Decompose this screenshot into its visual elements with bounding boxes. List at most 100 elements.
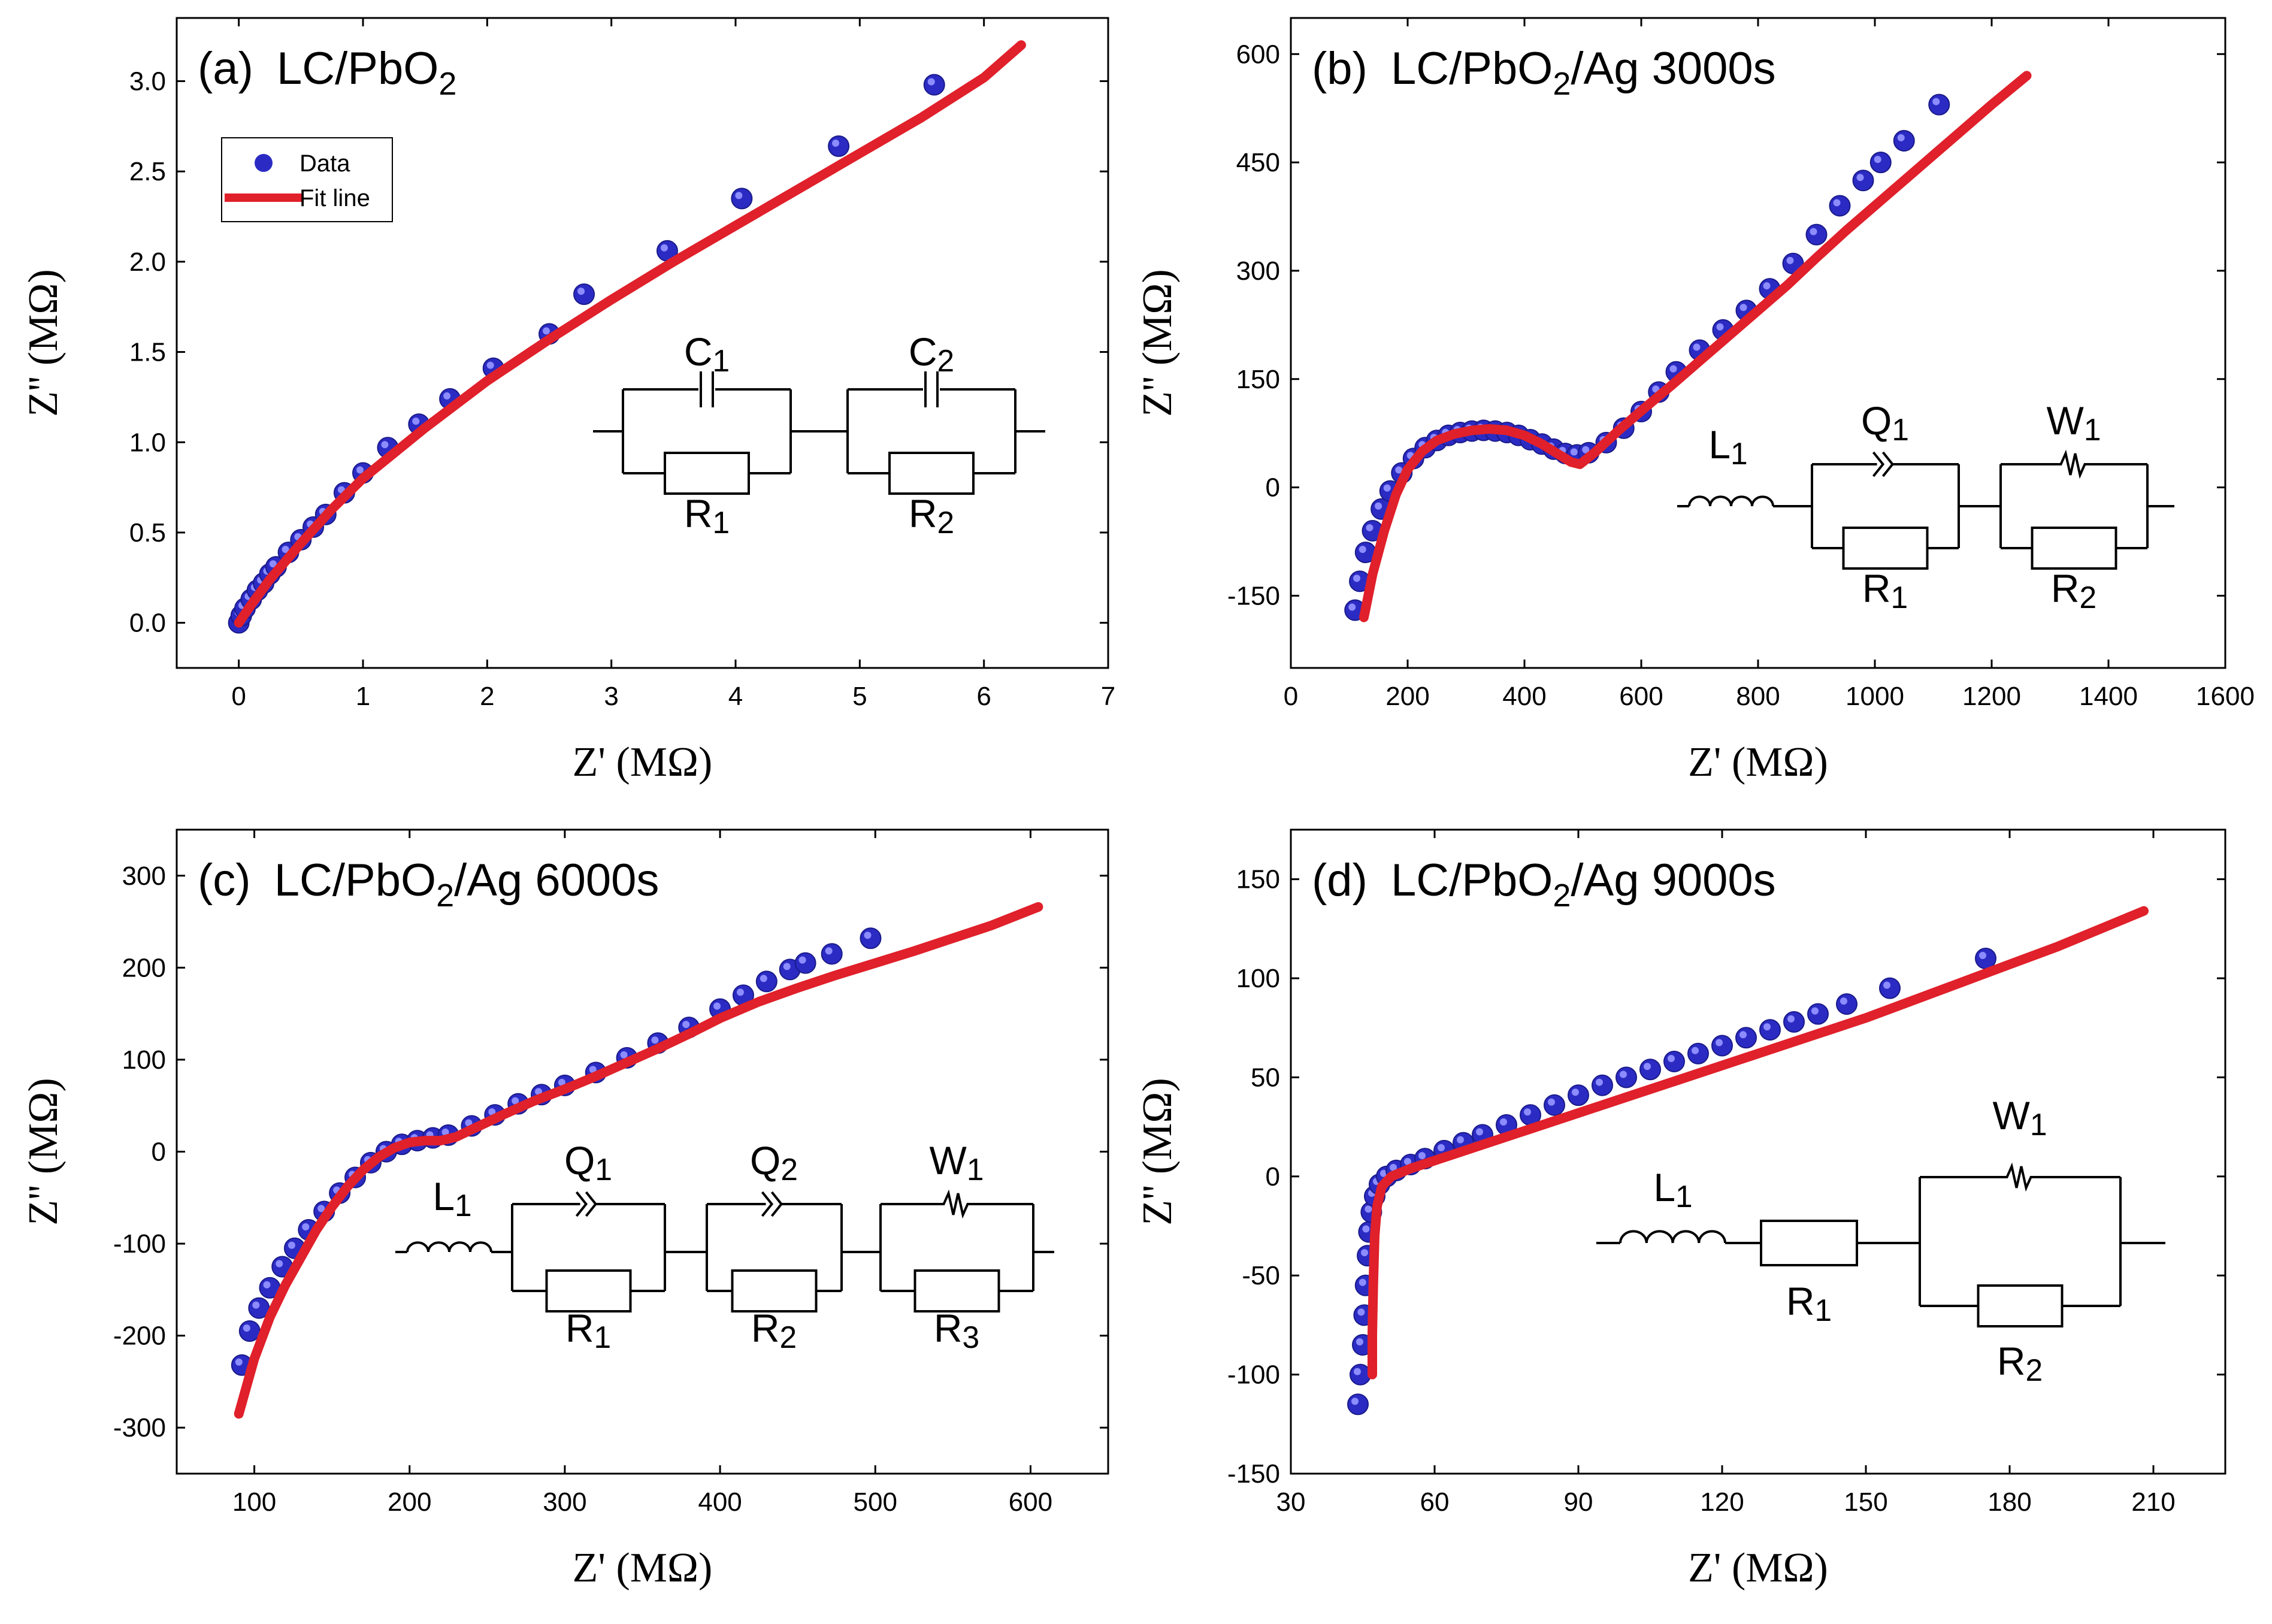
y-tick-label: -100	[1227, 1360, 1280, 1390]
label-c1: C1	[684, 329, 730, 378]
y-axis-title: Z'' (MΩ)	[1135, 269, 1181, 416]
resistor-r2	[2031, 527, 2117, 570]
y-tick-label: 200	[122, 953, 166, 982]
warburg-w1	[2056, 449, 2092, 480]
panel-title: (c) LC/PbO2/Ag 6000s	[198, 855, 659, 914]
inductor-l1	[1619, 1230, 1726, 1244]
plot-frame	[1290, 17, 2226, 669]
legend-marker-data	[255, 154, 273, 172]
x-tick-label: 30	[1276, 1487, 1306, 1517]
y-tick-label: 100	[122, 1045, 166, 1075]
legend-label-fit: Fit line	[299, 185, 370, 211]
x-tick-label: 120	[1700, 1487, 1744, 1517]
data-point	[1836, 993, 1857, 1015]
warburg-w1	[939, 1188, 975, 1220]
resistor-r1	[1760, 1220, 1858, 1266]
label-r1: R1	[684, 491, 730, 540]
fit-line	[1359, 71, 2032, 622]
data-point	[1869, 152, 1892, 174]
plot-frame	[176, 17, 1109, 669]
y-tick-label: -50	[1242, 1261, 1280, 1290]
data-point	[1928, 93, 1950, 116]
data-point	[1568, 1084, 1589, 1106]
x-tick-label: 400	[1502, 682, 1546, 711]
capacitor-c2	[923, 371, 940, 407]
x-tick-label: 90	[1564, 1487, 1593, 1517]
label-w1: W1	[1993, 1093, 2047, 1142]
x-tick-label: 0	[231, 682, 246, 711]
x-tick-label: 1600	[2196, 682, 2255, 711]
data-point	[1805, 223, 1828, 246]
resistor-r2	[731, 1269, 818, 1312]
data-point	[1759, 1019, 1781, 1041]
label-r1: R1	[1862, 566, 1908, 615]
x-tick-label: 600	[1009, 1487, 1052, 1517]
resistor-r1	[545, 1269, 632, 1312]
x-tick-label: 3	[604, 682, 618, 711]
label-r3: R3	[934, 1306, 979, 1354]
label-r2: R2	[751, 1306, 797, 1354]
y-tick-label: 100	[1236, 964, 1280, 993]
x-tick-label: 5	[852, 682, 867, 711]
panel-title: (d) LC/PbO2/Ag 9000s	[1312, 855, 1776, 914]
x-tick-label: 200	[388, 1487, 431, 1517]
x-axis-title: Z' (MΩ)	[1688, 739, 1828, 785]
data-point	[821, 943, 843, 965]
data-point	[794, 952, 816, 974]
y-tick-label: -100	[113, 1229, 166, 1259]
x-tick-label: 400	[698, 1487, 742, 1517]
data-point	[1893, 129, 1915, 152]
x-tick-label: 1000	[1846, 682, 1904, 711]
inductor-l1	[406, 1241, 492, 1253]
x-tick-label: 6	[976, 682, 991, 711]
label-r2: R2	[1997, 1339, 2043, 1387]
y-tick-label: -150	[1227, 581, 1280, 610]
label-w1: W1	[930, 1138, 984, 1187]
x-tick-label: 0	[1284, 682, 1298, 711]
x-axis-title: Z' (MΩ)	[1688, 1545, 1828, 1591]
label-w1: W1	[2047, 398, 2101, 447]
data-point	[1350, 1363, 1371, 1386]
x-tick-label: 1	[356, 682, 370, 711]
cpe-q2	[756, 1188, 792, 1220]
label-r2: R2	[909, 491, 954, 540]
x-tick-label: 200	[1385, 682, 1429, 711]
fit-line	[1368, 906, 2149, 1380]
equivalent-circuit: L1 W1 R1 R2	[1596, 1093, 2165, 1387]
data-layer	[231, 902, 1043, 1419]
warburg-w1	[2002, 1162, 2038, 1193]
y-axis-title: Z'' (MΩ)	[20, 1078, 66, 1225]
capacitor-c1	[698, 371, 715, 407]
label-l1: L1	[432, 1174, 471, 1223]
equivalent-circuit: C1 C2 R1 R2	[593, 329, 1045, 540]
y-tick-label: -200	[113, 1321, 166, 1351]
fit-line	[234, 902, 1043, 1419]
y-tick-label: 2.5	[129, 157, 166, 186]
data-point	[1615, 1066, 1637, 1088]
label-q1: Q1	[1861, 398, 1909, 447]
y-tick-label: 600	[1236, 40, 1280, 69]
equivalent-circuit: L1 Q1 Q2 W1 R1 R2 R3	[395, 1138, 1054, 1354]
y-tick-label: 0	[1266, 1162, 1280, 1191]
label-r1: R1	[565, 1306, 611, 1354]
label-l1: L1	[1653, 1165, 1692, 1214]
x-tick-label: 1400	[2079, 682, 2138, 711]
x-tick-label: 210	[2131, 1487, 2175, 1517]
resistor-r1	[664, 452, 750, 495]
panel-c: 100 200 300 400 500 600 -300 -200 -100 0 100 200 300…	[20, 828, 1109, 1591]
panel-b: 0 200 400 600 800 1000 1200 1400 1600 -150 0 150 300…	[1135, 17, 2255, 785]
x-tick-label: 500	[854, 1487, 897, 1517]
panel-title: (b) LC/PbO2/Ag 3000s	[1312, 43, 1776, 102]
data-point	[731, 187, 753, 210]
panel-d: 30 60 90 120 150 180 210 -150 -100 -50 0 50 100 150 Z'…	[1135, 828, 2226, 1591]
data-point	[1783, 1011, 1805, 1033]
data-point	[1735, 1027, 1757, 1049]
plot-frame	[1290, 828, 2226, 1475]
data-point	[1663, 1051, 1685, 1072]
legend: Data Fit line	[221, 137, 393, 222]
y-tick-label: 150	[1236, 865, 1280, 894]
y-tick-label: 2.0	[129, 247, 166, 277]
x-axis-title: Z' (MΩ)	[573, 1545, 713, 1591]
resistor-r2	[888, 452, 975, 495]
